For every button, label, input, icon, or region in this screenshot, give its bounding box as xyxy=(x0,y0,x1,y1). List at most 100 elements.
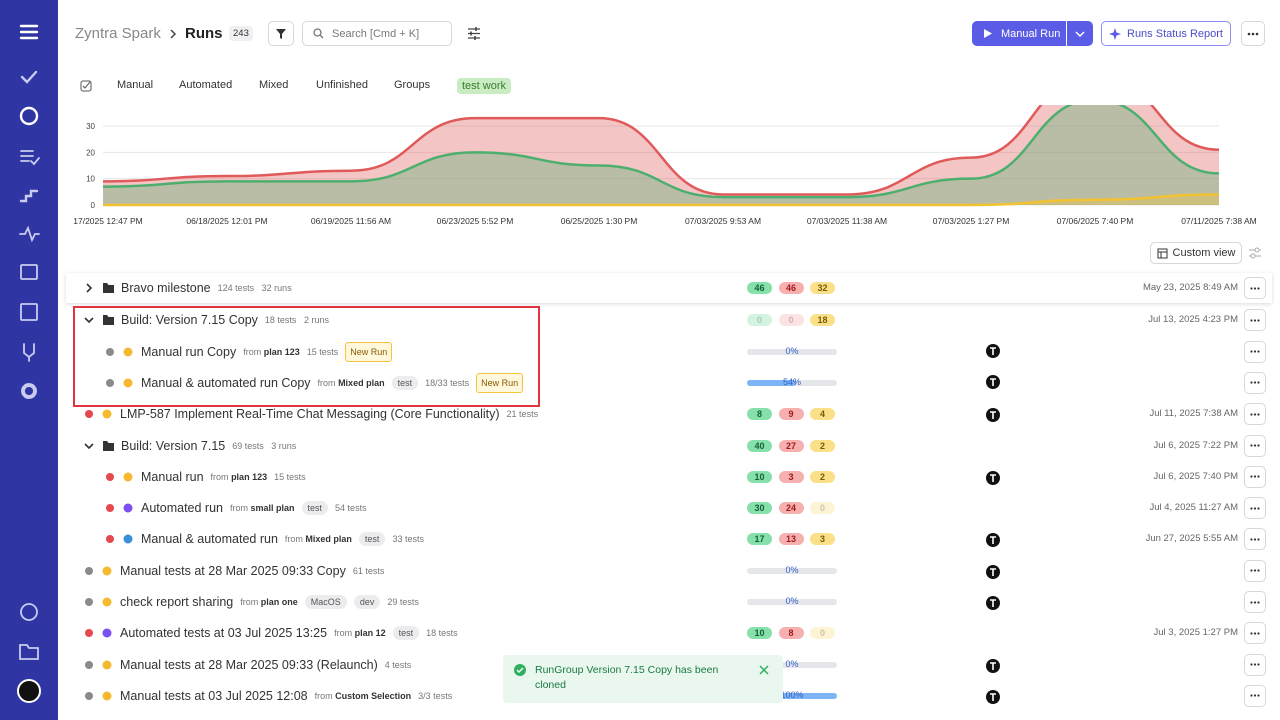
row-name[interactable]: check report sharing xyxy=(120,595,234,609)
steps-icon[interactable] xyxy=(19,189,39,203)
run-row[interactable]: Build: Version 7.15 69 tests 3 runs 40 27 2 J… xyxy=(66,431,1272,461)
runs-icon[interactable] xyxy=(19,106,39,126)
settings-icon[interactable] xyxy=(21,383,37,399)
progress-fill xyxy=(747,379,796,386)
avatar-mark xyxy=(990,473,996,482)
row-more[interactable] xyxy=(1244,559,1266,582)
view-settings[interactable] xyxy=(467,27,481,40)
x-tick-label: 07/03/2025 11:38 AM xyxy=(807,216,887,226)
workspace-name[interactable]: Zyntra Spark xyxy=(75,25,161,42)
dot xyxy=(1253,632,1257,635)
tab[interactable]: Manual xyxy=(117,79,154,91)
avatar-mark xyxy=(990,693,996,701)
y-tick-label: 20 xyxy=(86,148,95,157)
row-content: Build: Version 7.15 69 tests 3 runs xyxy=(121,431,296,461)
row-more[interactable] xyxy=(1244,497,1266,520)
status-icon xyxy=(85,598,93,606)
chevron[interactable] xyxy=(84,317,94,324)
row-name[interactable]: Manual run Copy xyxy=(141,344,237,359)
row-name[interactable]: Manual tests at 28 Mar 2025 09:33 (Relau… xyxy=(120,657,378,672)
run-row[interactable]: Manual tests at 28 Mar 2025 09:33 Copy 61… xyxy=(66,556,1272,586)
runs-count: 243 xyxy=(229,26,253,41)
row-name[interactable]: Build: Version 7.15 xyxy=(121,438,226,453)
more-button[interactable] xyxy=(1241,21,1265,46)
run-row[interactable]: Build: Version 7.15 Copy 18 tests 2 runs 0… xyxy=(66,305,1272,335)
columns-settings[interactable] xyxy=(1249,247,1261,259)
row-more[interactable] xyxy=(1244,340,1266,363)
import-icon[interactable] xyxy=(20,264,38,280)
run-row[interactable]: Manual run Copy from plan 123 15 tests New … xyxy=(66,337,1272,367)
plans-icon[interactable] xyxy=(20,150,40,166)
row-more[interactable] xyxy=(1244,403,1266,426)
row-name[interactable]: Manual tests at 28 Mar 2025 09:33 Copy xyxy=(120,563,346,578)
stat-pill: 9 xyxy=(778,408,804,421)
row-more[interactable] xyxy=(1244,591,1266,613)
row-name[interactable]: Automated run xyxy=(141,501,223,516)
tag: dev xyxy=(353,595,381,609)
row-more[interactable] xyxy=(1244,309,1266,332)
filter-icon xyxy=(276,28,286,39)
row-name[interactable]: Manual & automated run Copy xyxy=(141,375,311,390)
branch-icon[interactable] xyxy=(23,343,35,362)
tests-icon[interactable] xyxy=(20,70,38,84)
run-row[interactable]: LMP-587 Implement Real-Time Chat Messagi… xyxy=(66,399,1272,429)
run-row[interactable]: Manual & automated run Copy from Mixed pl… xyxy=(66,368,1272,398)
row-name[interactable]: LMP-587 Implement Real-Time Chat Messagi… xyxy=(120,407,500,422)
run-row[interactable]: Automated tests at 03 Jul 2025 13:25 from… xyxy=(66,618,1272,648)
reports-icon[interactable] xyxy=(20,303,38,321)
plan-name: plan one xyxy=(260,597,298,607)
toast-close[interactable] xyxy=(759,665,769,675)
run-row[interactable]: Manual run from plan 123 15 tests 10 3 2 Jul 6… xyxy=(66,462,1272,492)
run-row[interactable]: Manual tests at 03 Jul 2025 12:08 from Cu… xyxy=(66,681,1272,711)
row-more[interactable] xyxy=(1244,371,1266,394)
row-more[interactable] xyxy=(1244,528,1266,551)
tab[interactable]: Groups xyxy=(394,79,431,91)
row-more[interactable] xyxy=(1244,653,1266,676)
stat-pill: 24 xyxy=(778,502,804,515)
row-more[interactable] xyxy=(1244,684,1266,707)
dot xyxy=(1257,319,1260,322)
row-name[interactable]: Build: Version 7.15 Copy xyxy=(121,313,258,328)
row-name[interactable]: Automated tests at 03 Jul 2025 13:25 xyxy=(120,626,328,641)
run-dropdown[interactable] xyxy=(1067,21,1093,46)
pulse-icon[interactable] xyxy=(19,225,40,243)
row-more[interactable] xyxy=(1244,465,1266,488)
filter-button[interactable] xyxy=(268,21,294,46)
manual-run-button[interactable]: Manual Run xyxy=(972,21,1066,46)
chevron[interactable] xyxy=(84,442,94,449)
chevron[interactable] xyxy=(86,283,93,293)
row-date: Jul 11, 2025 7:38 AM xyxy=(1149,408,1238,420)
folder-icon[interactable] xyxy=(19,644,39,660)
row-name[interactable]: Bravo milestone xyxy=(121,281,211,295)
help-icon[interactable] xyxy=(20,603,38,621)
tabs-icon[interactable] xyxy=(80,79,93,92)
user-avatar[interactable] xyxy=(17,679,41,703)
row-more[interactable] xyxy=(1244,434,1266,457)
status-report-button[interactable]: Runs Status Report xyxy=(1101,21,1231,46)
row-more[interactable] xyxy=(1244,622,1266,645)
run-row[interactable]: Manual tests at 28 Mar 2025 09:33 (Relau… xyxy=(66,650,1272,680)
run-row[interactable]: Manual & automated run from Mixed plan tes… xyxy=(66,524,1272,554)
status-icon xyxy=(85,566,93,575)
run-row[interactable]: check report sharing from plan one MacOS de… xyxy=(66,587,1272,617)
row-name[interactable]: Manual tests at 03 Jul 2025 12:08 xyxy=(120,688,308,703)
tab[interactable]: test work xyxy=(457,78,512,94)
tab[interactable]: Unfinished xyxy=(316,79,368,91)
row-date: Jul 3, 2025 1:27 PM xyxy=(1153,627,1239,639)
row-name[interactable]: Manual run xyxy=(141,469,204,484)
run-row[interactable]: Bravo milestone 124 tests 32 runs 46 46 32 Ma… xyxy=(66,273,1272,303)
folder-icon xyxy=(103,440,114,451)
row-date: Jul 6, 2025 7:40 PM xyxy=(1153,470,1239,482)
sparkle-icon xyxy=(1109,27,1121,40)
run-row[interactable]: Automated run from small plan test 54 tests… xyxy=(66,493,1272,523)
search-box[interactable]: Search [Cmd + K] xyxy=(302,21,452,46)
tests-text: 15 tests xyxy=(274,471,306,482)
tests-text: 18 tests xyxy=(426,628,458,639)
tab[interactable]: Mixed xyxy=(259,79,289,91)
row-more[interactable] xyxy=(1244,277,1266,299)
row-name[interactable]: Manual & automated run xyxy=(141,532,278,547)
dot xyxy=(1253,444,1257,447)
menu-icon[interactable] xyxy=(19,24,39,40)
tab[interactable]: Automated xyxy=(179,79,233,91)
custom-view-button[interactable]: Custom view xyxy=(1150,242,1242,264)
